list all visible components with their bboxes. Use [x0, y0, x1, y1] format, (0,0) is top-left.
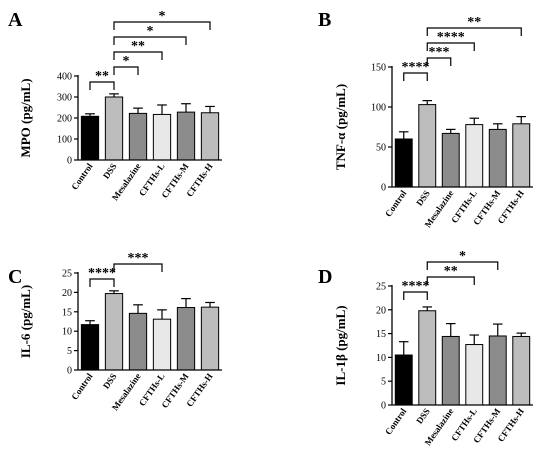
significance-label: ** [467, 15, 481, 30]
significance-label: **** [402, 279, 430, 294]
significance-label: * [123, 54, 130, 69]
significance-label: **** [402, 60, 430, 75]
significance-label: * [147, 24, 154, 39]
bar-cfths-m [488, 128, 507, 188]
significance-bracket [403, 291, 428, 300]
panel-letter: C [8, 266, 22, 288]
x-tick-label: Control [383, 406, 409, 437]
y-tick-label: 300 [57, 93, 72, 104]
significance-bracket [113, 21, 211, 30]
panel-letter: B [318, 9, 331, 31]
significance-label: * [159, 9, 166, 24]
y-axis-label: MPO (pg/mL) [18, 78, 33, 157]
y-tick-label: 15 [376, 329, 386, 340]
bar-control [394, 354, 413, 406]
y-tick-label: 5 [67, 346, 72, 357]
significance-bracket [426, 276, 475, 285]
bar-cfths-h [200, 112, 220, 161]
y-tick-label: 100 [371, 103, 386, 114]
bar-dss [104, 293, 124, 371]
y-tick-label: 0 [67, 156, 72, 167]
significance-bracket [113, 263, 163, 272]
bar-cfths-l [465, 124, 484, 188]
y-tick-label: 100 [57, 135, 72, 146]
bar-cfths-m [176, 111, 196, 161]
significance-label: **** [88, 266, 116, 281]
bar-cfths-m [488, 335, 507, 406]
significance-bracket [113, 36, 187, 45]
bar-cfths-h [512, 123, 531, 188]
bar-dss [418, 104, 437, 188]
significance-label: ** [95, 69, 109, 84]
x-tick-label: DSS [101, 371, 119, 390]
x-tick-label: Control [69, 371, 95, 402]
significance-label: ** [131, 39, 145, 54]
y-tick-label: 10 [376, 353, 386, 364]
y-tick-label: 200 [57, 114, 72, 125]
bar-dss [104, 96, 124, 161]
bar-mesalazine [128, 312, 148, 371]
bar-control [394, 138, 413, 188]
y-tick-label: 20 [62, 288, 72, 299]
y-tick-label: 0 [381, 183, 386, 194]
y-axis-label: IL-1β (pg/mL) [333, 305, 348, 385]
bar-mesalazine [441, 132, 460, 188]
significance-label: **** [437, 30, 465, 45]
significance-bracket [403, 72, 428, 81]
significance-bracket [426, 57, 452, 66]
significance-bracket [113, 51, 163, 60]
bar-mesalazine [128, 112, 148, 161]
significance-bracket [426, 42, 475, 51]
panel-letter: D [318, 266, 332, 288]
bar-cfths-m [176, 307, 196, 371]
y-tick-label: 0 [381, 401, 386, 412]
y-tick-label: 150 [371, 63, 386, 74]
y-tick-label: 5 [381, 377, 386, 388]
bar-cfths-l [152, 113, 172, 161]
significance-bracket [89, 278, 115, 287]
significance-bracket [113, 66, 139, 75]
y-tick-label: 0 [67, 366, 72, 377]
bar-cfths-l [152, 318, 172, 371]
significance-bracket [89, 81, 115, 90]
y-tick-label: 25 [62, 269, 72, 280]
x-tick-label: DSS [101, 161, 119, 180]
significance-bracket [426, 261, 499, 270]
significance-label: * [459, 249, 466, 264]
bar-dss [418, 310, 437, 406]
panel-letter: A [8, 9, 23, 31]
significance-label: ** [444, 264, 458, 279]
y-tick-label: 15 [62, 307, 72, 318]
x-tick-label: DSS [414, 406, 432, 425]
significance-label: *** [429, 45, 450, 60]
y-tick-label: 25 [376, 282, 386, 293]
y-tick-label: 10 [62, 327, 72, 338]
bar-control [80, 324, 100, 371]
x-tick-label: Control [383, 188, 409, 219]
y-tick-label: 400 [57, 72, 72, 83]
bar-cfths-h [512, 335, 531, 406]
x-tick-label: DSS [414, 188, 432, 207]
bar-cfths-h [200, 306, 220, 371]
y-axis-label: TNF-α (pg/mL) [333, 84, 348, 170]
bar-cfths-l [465, 344, 484, 406]
significance-bracket [426, 27, 522, 36]
y-axis-label: IL-6 (pg/mL) [18, 285, 33, 358]
bar-mesalazine [441, 335, 460, 406]
y-tick-label: 50 [376, 143, 386, 154]
significance-label: *** [128, 251, 149, 266]
bar-control [80, 115, 100, 161]
y-tick-label: 20 [376, 305, 386, 316]
x-tick-label: Control [69, 161, 95, 192]
